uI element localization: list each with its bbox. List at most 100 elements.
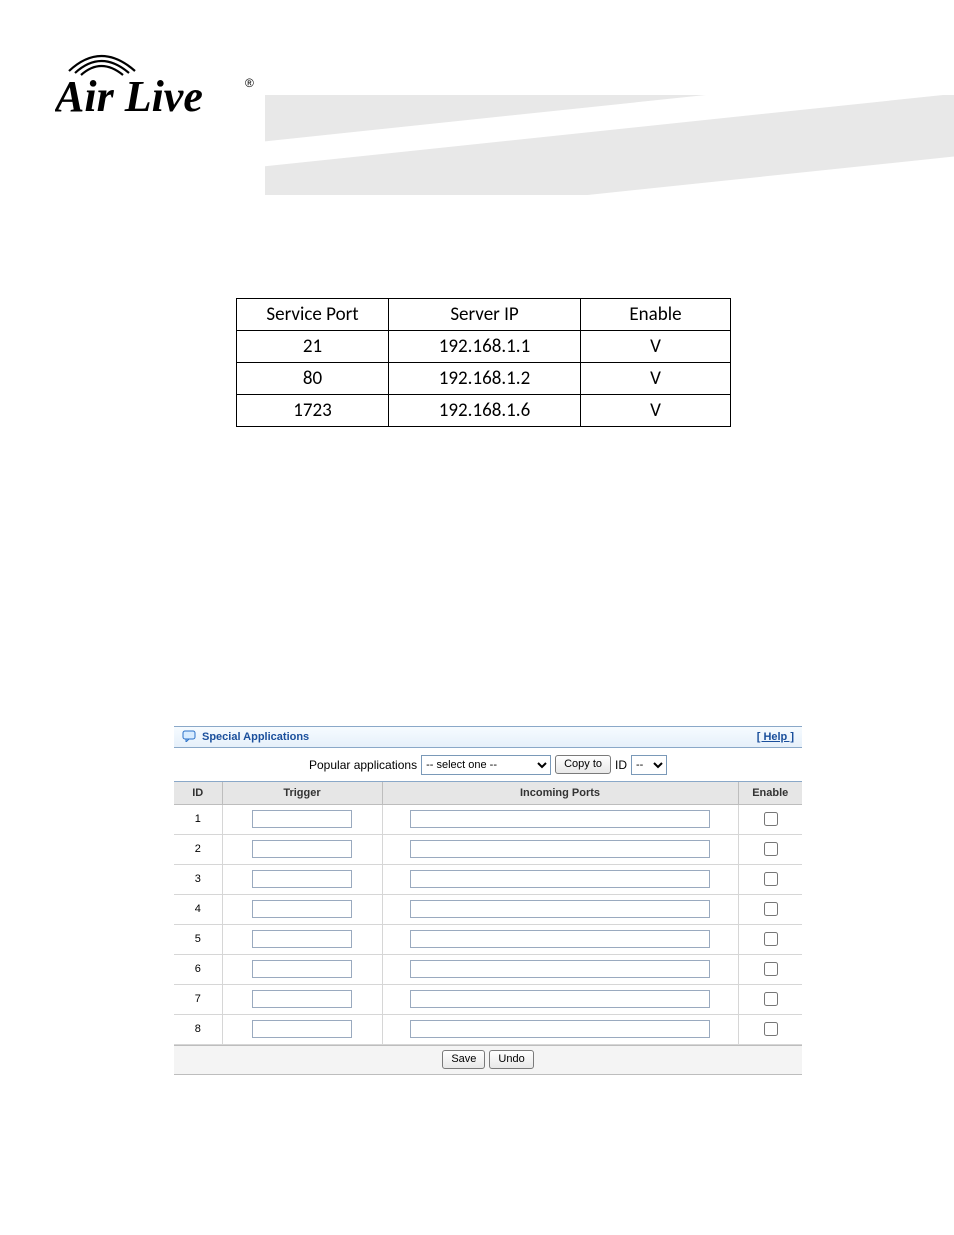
enable-checkbox[interactable] bbox=[764, 872, 778, 886]
apps-cell-enable bbox=[738, 924, 802, 954]
apps-cell-incoming bbox=[382, 864, 738, 894]
help-link[interactable]: [ Help ] bbox=[757, 731, 794, 743]
popular-applications-select[interactable]: -- select one -- bbox=[421, 755, 551, 775]
trigger-input[interactable] bbox=[252, 930, 352, 948]
apps-cell-id: 3 bbox=[174, 864, 222, 894]
service-header-en: Enable bbox=[581, 299, 731, 331]
apps-cell-id: 4 bbox=[174, 894, 222, 924]
apps-cell-enable bbox=[738, 954, 802, 984]
incoming-input[interactable] bbox=[410, 900, 710, 918]
service-cell-port: 21 bbox=[237, 331, 389, 363]
panel-header: Special Applications [ Help ] bbox=[174, 726, 802, 748]
undo-button[interactable]: Undo bbox=[489, 1050, 533, 1069]
apps-cell-trigger bbox=[222, 834, 382, 864]
incoming-input[interactable] bbox=[410, 840, 710, 858]
apps-cell-id: 2 bbox=[174, 834, 222, 864]
copy-to-button[interactable]: Copy to bbox=[555, 755, 611, 774]
popular-applications-label: Popular applications bbox=[309, 758, 417, 772]
trigger-input[interactable] bbox=[252, 840, 352, 858]
trigger-input[interactable] bbox=[252, 1020, 352, 1038]
bubble-icon bbox=[182, 730, 196, 745]
popular-applications-row: Popular applications -- select one -- Co… bbox=[174, 748, 802, 782]
incoming-input[interactable] bbox=[410, 1020, 710, 1038]
apps-header-enable: Enable bbox=[738, 782, 802, 804]
enable-checkbox[interactable] bbox=[764, 812, 778, 826]
apps-cell-id: 7 bbox=[174, 984, 222, 1014]
service-row: 1723192.168.1.6V bbox=[237, 395, 731, 427]
apps-cell-id: 1 bbox=[174, 804, 222, 834]
service-cell-ip: 192.168.1.2 bbox=[389, 363, 581, 395]
brand-logo: Air Live ® bbox=[55, 45, 260, 128]
page-header: Air Live ® bbox=[0, 0, 954, 200]
trigger-input[interactable] bbox=[252, 900, 352, 918]
svg-text:®: ® bbox=[245, 76, 254, 90]
enable-checkbox[interactable] bbox=[764, 902, 778, 916]
apps-header-id: ID bbox=[174, 782, 222, 804]
apps-cell-trigger bbox=[222, 894, 382, 924]
incoming-input[interactable] bbox=[410, 870, 710, 888]
header-swoosh bbox=[265, 95, 954, 195]
enable-checkbox[interactable] bbox=[764, 842, 778, 856]
apps-cell-trigger bbox=[222, 954, 382, 984]
apps-header-incoming: Incoming Ports bbox=[382, 782, 738, 804]
apps-cell-enable bbox=[738, 804, 802, 834]
incoming-input[interactable] bbox=[410, 810, 710, 828]
apps-cell-trigger bbox=[222, 804, 382, 834]
apps-cell-incoming bbox=[382, 894, 738, 924]
apps-cell-enable bbox=[738, 864, 802, 894]
service-cell-enable: V bbox=[581, 363, 731, 395]
apps-cell-id: 5 bbox=[174, 924, 222, 954]
apps-cell-incoming bbox=[382, 984, 738, 1014]
apps-cell-enable bbox=[738, 894, 802, 924]
apps-row: 7 bbox=[174, 984, 802, 1014]
service-cell-ip: 192.168.1.6 bbox=[389, 395, 581, 427]
apps-row: 5 bbox=[174, 924, 802, 954]
service-header-ip: Server IP bbox=[389, 299, 581, 331]
enable-checkbox[interactable] bbox=[764, 992, 778, 1006]
save-button[interactable]: Save bbox=[442, 1050, 485, 1069]
apps-header-trigger: Trigger bbox=[222, 782, 382, 804]
apps-cell-trigger bbox=[222, 924, 382, 954]
apps-cell-incoming bbox=[382, 1014, 738, 1044]
incoming-input[interactable] bbox=[410, 960, 710, 978]
apps-table: ID Trigger Incoming Ports Enable 1234567… bbox=[174, 782, 802, 1045]
enable-checkbox[interactable] bbox=[764, 932, 778, 946]
trigger-input[interactable] bbox=[252, 990, 352, 1008]
service-cell-port: 80 bbox=[237, 363, 389, 395]
apps-cell-trigger bbox=[222, 864, 382, 894]
apps-cell-incoming bbox=[382, 924, 738, 954]
apps-row: 8 bbox=[174, 1014, 802, 1044]
service-cell-enable: V bbox=[581, 395, 731, 427]
svg-text:Air Live: Air Live bbox=[55, 72, 203, 121]
trigger-input[interactable] bbox=[252, 960, 352, 978]
apps-row: 4 bbox=[174, 894, 802, 924]
apps-row: 1 bbox=[174, 804, 802, 834]
apps-cell-enable bbox=[738, 1014, 802, 1044]
trigger-input[interactable] bbox=[252, 810, 352, 828]
service-header-port: Service Port bbox=[237, 299, 389, 331]
incoming-input[interactable] bbox=[410, 990, 710, 1008]
id-select[interactable]: -- bbox=[631, 755, 667, 775]
incoming-input[interactable] bbox=[410, 930, 710, 948]
id-label: ID bbox=[615, 758, 627, 772]
trigger-input[interactable] bbox=[252, 870, 352, 888]
apps-row: 2 bbox=[174, 834, 802, 864]
apps-cell-enable bbox=[738, 984, 802, 1014]
panel-footer: Save Undo bbox=[174, 1045, 802, 1075]
enable-checkbox[interactable] bbox=[764, 1022, 778, 1036]
apps-row: 3 bbox=[174, 864, 802, 894]
apps-cell-incoming bbox=[382, 834, 738, 864]
apps-cell-enable bbox=[738, 834, 802, 864]
apps-cell-id: 8 bbox=[174, 1014, 222, 1044]
service-row: 21192.168.1.1V bbox=[237, 331, 731, 363]
service-cell-enable: V bbox=[581, 331, 731, 363]
apps-cell-incoming bbox=[382, 954, 738, 984]
apps-row: 6 bbox=[174, 954, 802, 984]
apps-cell-trigger bbox=[222, 984, 382, 1014]
service-row: 80192.168.1.2V bbox=[237, 363, 731, 395]
special-applications-panel: Special Applications [ Help ] Popular ap… bbox=[174, 726, 802, 1075]
apps-cell-trigger bbox=[222, 1014, 382, 1044]
service-cell-ip: 192.168.1.1 bbox=[389, 331, 581, 363]
panel-title: Special Applications bbox=[202, 731, 757, 743]
enable-checkbox[interactable] bbox=[764, 962, 778, 976]
